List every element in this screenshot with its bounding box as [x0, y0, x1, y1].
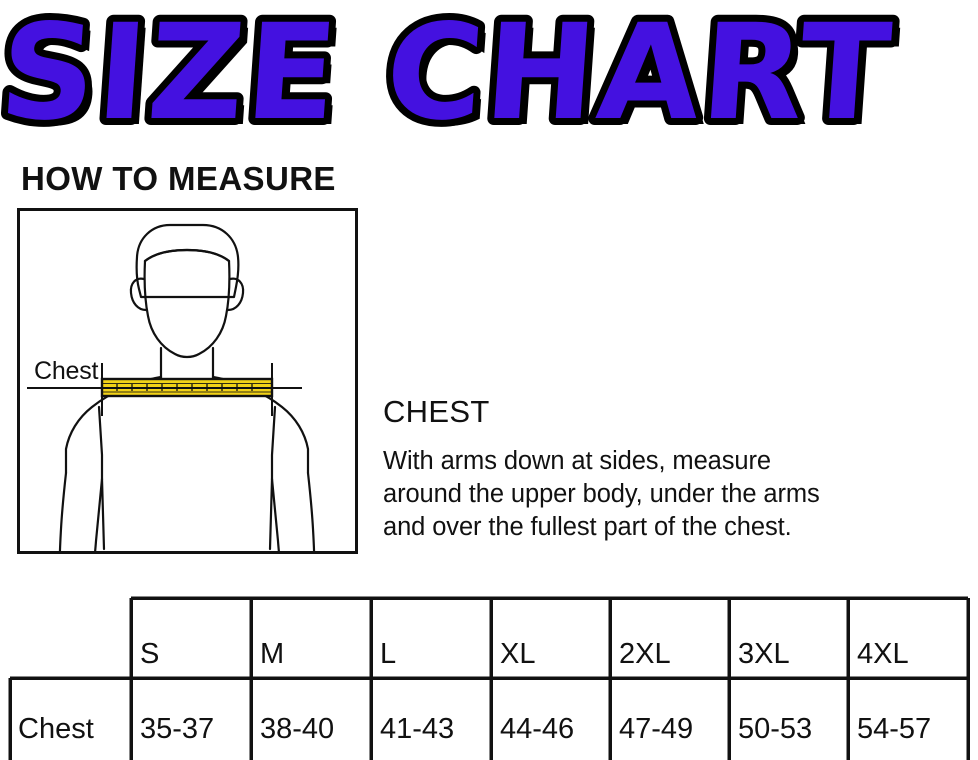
right-torso-lower — [268, 477, 274, 551]
chest-leader-line — [27, 387, 302, 389]
left-arm-inner — [94, 477, 104, 551]
table-cell: 54-57 — [857, 713, 932, 745]
page-title: .ttl { font-family: "DejaVu Sans", sans-… — [0, 0, 978, 146]
chest-description-heading: CHEST — [383, 394, 490, 429]
title-fill: SIZE CHART — [0, 0, 897, 146]
chest-description-text: With arms down at sides, measure around … — [383, 445, 973, 544]
title-outline: SIZE CHART — [0, 0, 897, 146]
table-cell: 50-53 — [738, 713, 813, 745]
table-header-cell: M — [260, 638, 285, 670]
table-cell: 44-46 — [500, 713, 575, 745]
hair-outline — [135, 223, 240, 299]
table-header-cell: 4XL — [857, 638, 909, 670]
left-body-side — [97, 405, 104, 481]
size-chart-title-graphic: .ttl { font-family: "DejaVu Sans", sans-… — [0, 0, 905, 146]
table-header-cell: S — [140, 638, 160, 670]
left-arm-outer — [58, 471, 68, 551]
description-line: around the upper body, under the arms — [383, 479, 820, 508]
table-header-cell: 2XL — [619, 638, 671, 670]
table-cell: 38-40 — [260, 713, 335, 745]
chest-callout-label: Chest — [34, 357, 99, 385]
description-line: and over the fullest part of the chest. — [383, 512, 792, 541]
table-header-cell: L — [380, 638, 397, 670]
size-table: S M L XL 2XL 3XL 4XL Chest 35-37 38-40 4… — [0, 590, 978, 760]
table-cell: 35-37 — [140, 713, 215, 745]
table-cell: 47-49 — [619, 713, 694, 745]
face-outline — [143, 248, 231, 359]
table-cell: 41-43 — [380, 713, 455, 745]
size-table-grid — [8, 596, 970, 760]
table-row-header: Chest — [18, 713, 94, 745]
hairline — [143, 248, 231, 263]
right-arm-inner — [270, 477, 280, 551]
table-header-cell: 3XL — [738, 638, 790, 670]
left-torso-lower — [100, 477, 106, 551]
left-ear — [129, 277, 148, 312]
measure-figure-box — [17, 208, 358, 554]
table-header-cell: XL — [500, 638, 536, 670]
right-arm-outer — [306, 471, 316, 551]
tape-guides — [101, 363, 273, 416]
how-to-measure-heading: HOW TO MEASURE — [21, 160, 336, 197]
right-ear — [226, 277, 245, 312]
right-body-side — [270, 405, 277, 481]
title-shadow: SIZE CHART — [3, 2, 905, 146]
chest-description-block: CHEST With arms down at sides, measure a… — [383, 394, 973, 544]
description-line: With arms down at sides, measure — [383, 446, 771, 475]
